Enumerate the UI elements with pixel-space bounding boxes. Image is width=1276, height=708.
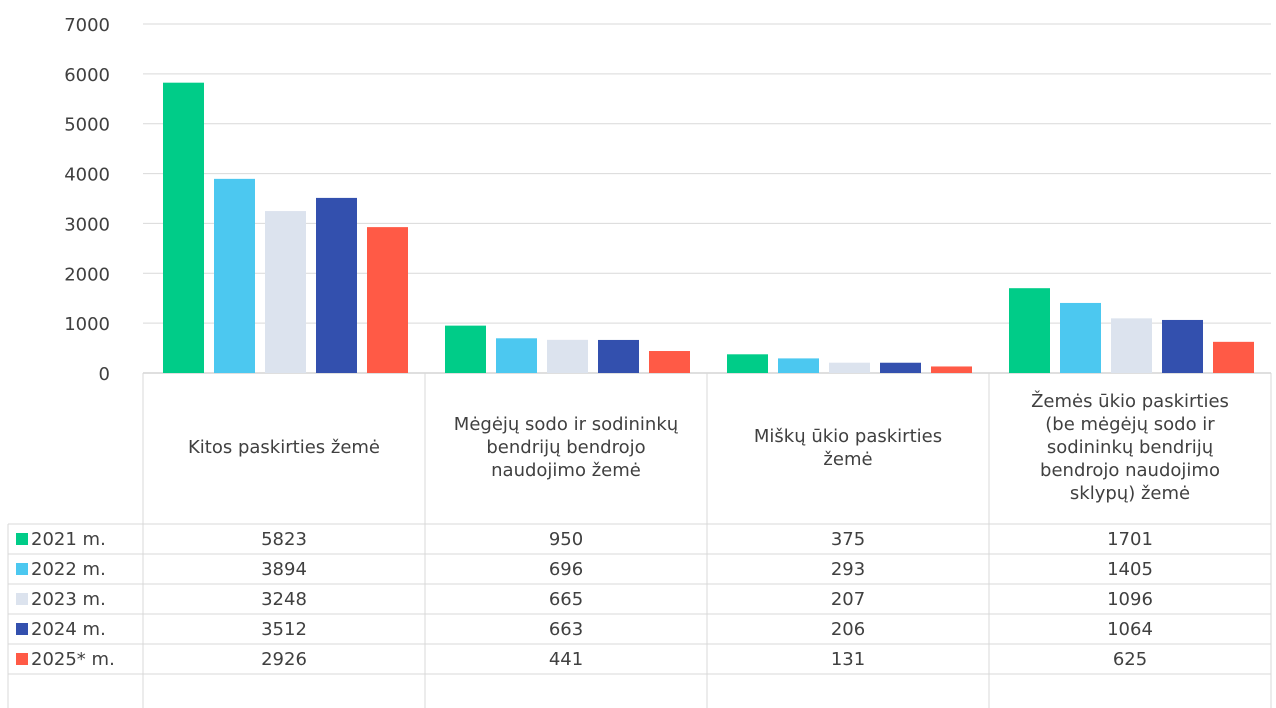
bar [496, 338, 537, 373]
legend-label: 2024 m. [31, 618, 106, 640]
legend-entry: 2021 m. [16, 524, 106, 554]
category-label-line: (be mėgėjų sodo ir [1045, 414, 1215, 435]
gridlines [143, 23, 1271, 374]
data-label: 131 [830, 648, 866, 670]
y-tick-label: 5000 [64, 115, 110, 136]
data-label: 1096 [1107, 588, 1153, 610]
data-label: 2926 [261, 648, 307, 670]
y-tick-label: 2000 [64, 264, 110, 285]
legend-swatch [16, 593, 28, 605]
data-label: 950 [548, 528, 584, 550]
category-label-line: Žemės ūkio paskirties [1031, 391, 1229, 412]
y-tick-label: 4000 [64, 165, 110, 186]
legend-entry: 2025* m. [16, 644, 115, 674]
category-label: Žemės ūkio paskirties (be mėgėjų sodo ir s… [993, 375, 1267, 520]
bars [163, 82, 1254, 373]
data-label: 375 [830, 528, 866, 550]
bar [880, 362, 921, 373]
bar [163, 82, 204, 373]
data-label: 207 [830, 588, 866, 610]
bar [1213, 341, 1254, 373]
y-tick-label: 3000 [64, 214, 110, 235]
bar [931, 366, 972, 373]
category-label-line: bendrijų bendrojo [486, 437, 646, 458]
bar [547, 339, 588, 373]
y-tick-label: 0 [99, 364, 110, 385]
y-tick-label: 1000 [64, 314, 110, 335]
category-label: Kitos paskirties žemė [147, 375, 421, 520]
category-label-line: žemė [823, 448, 873, 470]
bar [367, 227, 408, 373]
legend-label: 2022 m. [31, 558, 106, 580]
bar [1162, 319, 1203, 373]
bar [1111, 318, 1152, 373]
category-label-line: Kitos paskirties žemė [188, 437, 380, 458]
legend-swatch [16, 623, 28, 635]
data-label: 206 [830, 618, 866, 640]
data-label: 3894 [261, 558, 307, 580]
bar [265, 211, 306, 373]
data-label: 665 [548, 588, 584, 610]
bar [445, 325, 486, 373]
bar [1060, 302, 1101, 373]
data-label: 1701 [1107, 528, 1153, 550]
legend-swatch [16, 563, 28, 575]
bar [778, 358, 819, 373]
category-label-line: sklypų) žemė [1069, 483, 1191, 504]
bar [214, 178, 255, 373]
bar [829, 362, 870, 373]
category-label-line: bendrojo naudojimo [1040, 460, 1220, 481]
legend-swatch [16, 533, 28, 545]
data-label: 3512 [261, 618, 307, 640]
category-label-line: sodininkų bendrijų [1046, 437, 1214, 458]
category-label-line: Mėgėjų sodo ir sodininkų [453, 414, 679, 435]
y-tick-label: 7000 [64, 15, 110, 36]
y-axis-ticks: 0 1000 2000 3000 4000 5000 6000 7000 [64, 15, 110, 385]
data-label: 625 [1112, 648, 1148, 670]
bar [1009, 288, 1050, 373]
data-label: 3248 [261, 588, 307, 610]
bar [598, 339, 639, 373]
data-label: 1405 [1107, 558, 1153, 580]
legend-entry: 2023 m. [16, 584, 106, 614]
y-tick-label: 6000 [64, 65, 110, 86]
data-label: 1064 [1107, 618, 1153, 640]
data-label: 5823 [261, 528, 307, 550]
category-label: Miškų ūkio paskirties žemė [711, 375, 985, 520]
legend-swatch [16, 653, 28, 665]
category-label-line: Miškų ūkio paskirties [753, 425, 943, 447]
data-label: 293 [830, 558, 866, 580]
data-label: 441 [548, 648, 584, 670]
bar [649, 351, 690, 373]
legend-entry: 2024 m. [16, 614, 106, 644]
legend-label: 2021 m. [31, 528, 106, 550]
legend-label: 2025* m. [31, 648, 115, 670]
legend-label: 2023 m. [31, 588, 106, 610]
category-label-line: naudojimo žemė [491, 460, 641, 481]
legend-entry: 2022 m. [16, 554, 106, 584]
data-label: 663 [548, 618, 584, 640]
data-label: 696 [548, 558, 584, 580]
bar [316, 197, 357, 373]
category-label: Mėgėjų sodo ir sodininkų bendrijų bendroj… [429, 375, 703, 520]
bar [727, 354, 768, 373]
data-table-grid [7, 373, 1272, 708]
